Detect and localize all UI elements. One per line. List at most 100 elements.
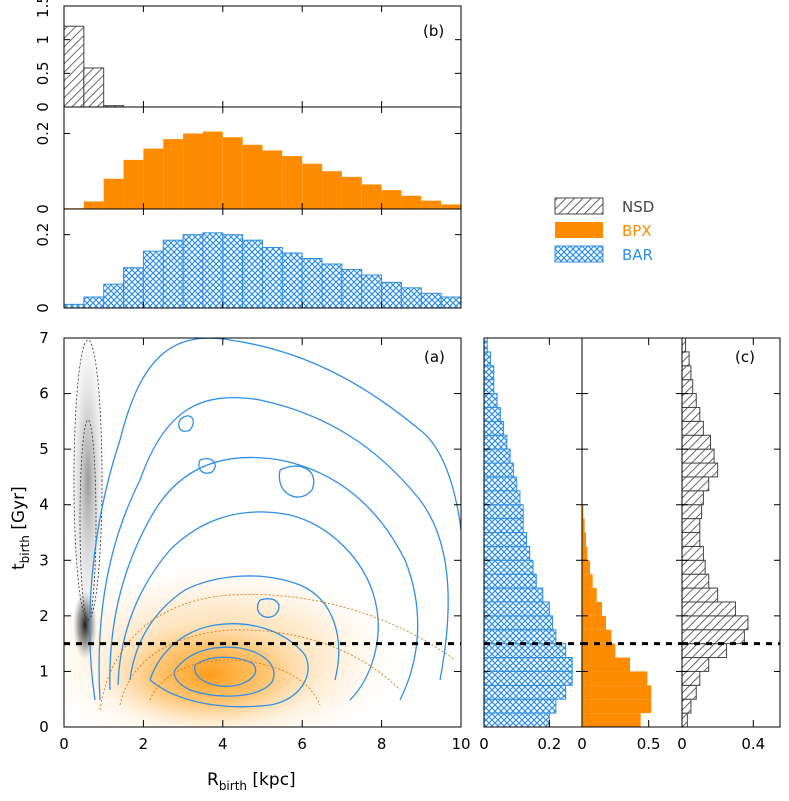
bar-nsd bbox=[681, 379, 694, 395]
panel-c-label: (c) bbox=[735, 348, 755, 366]
nsd-contour bbox=[73, 339, 103, 621]
bar-bar bbox=[483, 490, 521, 506]
bar-contours bbox=[89, 338, 461, 708]
bar-bpx bbox=[361, 184, 382, 209]
panel-a-frame bbox=[63, 337, 462, 728]
bar-bpx bbox=[582, 574, 593, 589]
bar-bar bbox=[483, 379, 495, 395]
bar-contour bbox=[198, 458, 216, 474]
bar-bar bbox=[341, 269, 363, 309]
bar-bar bbox=[483, 698, 557, 714]
bar-nsd bbox=[681, 434, 712, 450]
y-tick-label: 0.5 bbox=[34, 61, 52, 85]
bar-bar bbox=[381, 281, 402, 309]
y-tick-label: 7 bbox=[39, 329, 49, 347]
bar-bar bbox=[483, 657, 573, 672]
bar-nsd bbox=[681, 601, 736, 617]
bar-contour bbox=[178, 415, 194, 432]
panel-a-label: (a) bbox=[424, 348, 445, 366]
nsd-density-core bbox=[73, 590, 97, 660]
bar-bar bbox=[103, 283, 125, 309]
bar-bar bbox=[483, 393, 498, 408]
bar-bpx bbox=[582, 518, 585, 533]
bar-nsd bbox=[681, 476, 710, 492]
bar-contour bbox=[117, 511, 379, 701]
x-tick-label: 4 bbox=[218, 735, 228, 753]
bar-bar bbox=[281, 252, 303, 309]
bar-nsd bbox=[681, 365, 692, 381]
bar-bar bbox=[301, 258, 323, 309]
bar-bpx bbox=[582, 560, 590, 575]
x-tick-label: 0 bbox=[59, 735, 69, 753]
bar-bar bbox=[483, 559, 534, 575]
bar-contour bbox=[173, 646, 275, 697]
bar-bar bbox=[483, 532, 527, 547]
bar-bar bbox=[483, 448, 511, 464]
bar-contour bbox=[98, 396, 449, 701]
bpx-contour bbox=[149, 659, 321, 706]
x-tick-label: 10 bbox=[451, 735, 470, 753]
x-tick-label: 6 bbox=[297, 735, 307, 753]
legend-swatch-bar bbox=[554, 245, 604, 263]
bar-bpx bbox=[582, 713, 641, 727]
panel-b-label: (b) bbox=[423, 22, 444, 40]
bar-nsd bbox=[681, 712, 688, 728]
bar-nsd bbox=[681, 504, 703, 520]
x-tick-label: 0 bbox=[677, 735, 687, 753]
bar-bar bbox=[123, 267, 144, 309]
bar-bpx bbox=[582, 588, 597, 602]
bar-bar bbox=[483, 365, 495, 381]
nsd-density-column bbox=[70, 338, 106, 630]
bar-nsd bbox=[681, 393, 697, 408]
bar-bar bbox=[483, 670, 573, 686]
chart-layer: 0 0.5 1 1.5 0 0.2 0 0.2 0 2 4 6 8 10 0 1 2 3 4 5 6 7 0 0.2 0 0.5 0… bbox=[34, 0, 781, 753]
bar-bpx bbox=[341, 176, 362, 209]
y-tick-label: 2 bbox=[39, 607, 49, 625]
bar-bar bbox=[483, 545, 531, 561]
y-tick-label: 0.2 bbox=[34, 223, 52, 247]
bar-bar bbox=[483, 518, 524, 533]
x-tick-label: 8 bbox=[377, 735, 387, 753]
bar-bpx bbox=[322, 171, 342, 209]
bar-bpx bbox=[582, 671, 648, 686]
bar-bpx bbox=[582, 657, 630, 672]
bar-bar bbox=[202, 232, 224, 309]
legend: NSD BPX BAR bbox=[554, 197, 654, 264]
bar-bar bbox=[242, 239, 263, 309]
bar-bpx bbox=[441, 204, 461, 209]
bar-bpx bbox=[582, 685, 652, 700]
y-tick-label: 3 bbox=[39, 551, 49, 569]
bpx-density-core bbox=[100, 620, 320, 727]
bar-nsd bbox=[63, 25, 85, 108]
x-tick-label: 0 bbox=[479, 735, 489, 753]
bar-bar bbox=[483, 351, 492, 367]
legend-label-bpx: BPX bbox=[622, 222, 652, 240]
x-tick-label: 0.2 bbox=[537, 735, 561, 753]
bar-contour bbox=[149, 623, 309, 708]
y-tick-label: 5 bbox=[39, 440, 49, 458]
x-axis-label: Rbirth [kpc] bbox=[207, 770, 296, 793]
bar-bar bbox=[440, 296, 462, 309]
bar-bar bbox=[222, 234, 244, 309]
bar-bpx bbox=[421, 200, 442, 209]
bar-bpx bbox=[381, 190, 402, 209]
bar-bar bbox=[483, 434, 508, 450]
panel-a-density bbox=[64, 338, 461, 727]
bar-bpx bbox=[183, 133, 203, 209]
x-tick-label: 0 bbox=[577, 735, 587, 753]
bar-bpx bbox=[582, 546, 588, 561]
y-tick-label: 0 bbox=[34, 102, 52, 112]
bar-nsd bbox=[681, 559, 706, 575]
x-tick-label: 2 bbox=[139, 735, 149, 753]
bar-bar bbox=[400, 287, 422, 309]
bar-nsd bbox=[681, 490, 704, 506]
bar-bar bbox=[182, 234, 204, 309]
bar-nsd bbox=[681, 684, 697, 700]
bar-bpx bbox=[582, 615, 606, 630]
bar-bpx bbox=[143, 148, 164, 209]
bar-bar bbox=[483, 629, 557, 645]
bar-bpx bbox=[401, 195, 422, 209]
bar-bpx bbox=[582, 601, 602, 616]
panel-b-frame bbox=[63, 208, 462, 309]
